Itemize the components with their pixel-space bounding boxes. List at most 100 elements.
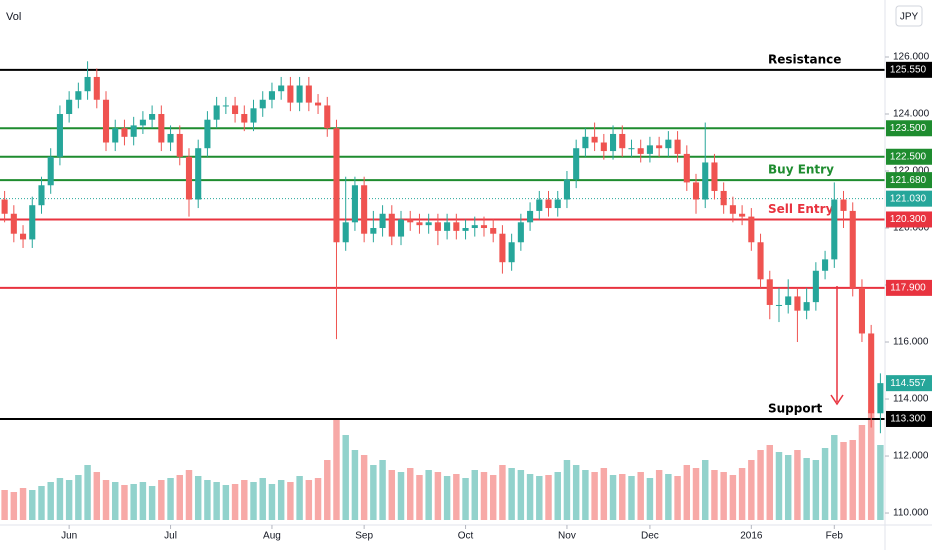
- price-label-box: [886, 190, 932, 207]
- volume-bar: [370, 465, 377, 520]
- currency-button[interactable]: [895, 5, 923, 27]
- price-label-box: [886, 61, 932, 78]
- volume-bar: [628, 476, 635, 520]
- y-tick-label: 126.000: [893, 52, 930, 63]
- x-tick-label: Feb: [826, 531, 844, 542]
- volume-bar: [462, 478, 469, 520]
- volume-bar: [453, 474, 460, 520]
- candle-body: [692, 182, 700, 200]
- volume-bar: [711, 470, 718, 520]
- candle-body: [176, 133, 183, 157]
- volume-bar: [287, 482, 294, 520]
- candle-body: [84, 76, 91, 92]
- candle-body: [324, 105, 331, 129]
- candle-body: [56, 114, 63, 157]
- levels: Resistance Buy Entry Sell Entry Support: [0, 52, 885, 420]
- volume-bar: [158, 480, 165, 520]
- candle-body: [167, 133, 174, 143]
- volume-bar: [775, 452, 783, 520]
- volume-bar: [720, 472, 727, 520]
- candle-body: [130, 125, 137, 137]
- candle-body: [665, 139, 672, 149]
- volume-bar: [121, 485, 128, 520]
- candle-body: [729, 205, 736, 214]
- volume-bar: [471, 470, 478, 520]
- candle-body: [149, 114, 156, 120]
- volume-bar: [222, 485, 230, 520]
- candle-body: [517, 222, 524, 243]
- volume-bar: [277, 480, 285, 520]
- volume-bar: [821, 448, 829, 520]
- candle-body: [499, 233, 506, 263]
- volume-bar: [185, 470, 193, 520]
- candle-body: [656, 145, 663, 149]
- candle-body: [29, 205, 36, 240]
- volume-bar: [757, 450, 764, 520]
- candle-body: [351, 185, 358, 223]
- volume-bar: [738, 468, 746, 520]
- candle-body: [342, 222, 349, 243]
- volume-bar: [858, 425, 866, 520]
- candle-body: [637, 148, 644, 154]
- candle-body: [232, 105, 239, 115]
- volume-bar: [29, 490, 36, 520]
- volume-bar: [38, 486, 45, 520]
- candle-body: [739, 213, 746, 217]
- candle-body: [47, 156, 54, 186]
- volume-bar: [296, 476, 303, 520]
- volume-bar: [241, 480, 248, 520]
- candle-body: [471, 225, 478, 229]
- volume-bar: [646, 478, 654, 520]
- volume-bar: [600, 468, 608, 520]
- volume-bar: [425, 470, 432, 520]
- x-tick-label: Sep: [355, 531, 373, 542]
- candle-body: [822, 259, 829, 271]
- volume-bar: [517, 470, 525, 520]
- candle-body: [646, 145, 653, 154]
- volume-bar: [655, 470, 663, 520]
- candle-body: [407, 219, 414, 223]
- volume-bar: [683, 465, 691, 520]
- volume-bar: [499, 465, 506, 520]
- volume-bar: [231, 484, 239, 520]
- candle-body: [711, 162, 718, 191]
- candle-body: [38, 185, 45, 206]
- price-label: 113.300: [890, 414, 926, 425]
- currency-label[interactable]: JPY: [900, 12, 919, 23]
- volume-bar: [489, 475, 497, 520]
- candle-body: [702, 162, 709, 200]
- volume-bar: [194, 476, 202, 520]
- candle-body: [877, 383, 884, 414]
- candle-body: [840, 199, 847, 211]
- candle-body: [766, 279, 773, 305]
- candle-body: [222, 105, 229, 107]
- candle-body: [554, 199, 561, 209]
- volume-bar: [148, 486, 156, 520]
- x-tick-label: Jul: [164, 531, 177, 542]
- candle-body: [241, 114, 248, 123]
- candle-body: [268, 91, 275, 100]
- y-tick-label: 114.000: [893, 394, 929, 405]
- level-annotation: Support: [768, 401, 823, 415]
- volume-bar: [112, 482, 119, 520]
- volume-bar: [840, 442, 847, 520]
- candle-body: [259, 99, 266, 109]
- candle-body: [397, 219, 405, 237]
- volume-bar: [342, 435, 349, 520]
- x-tick-label: Nov: [558, 531, 576, 542]
- price-label-box: [886, 120, 932, 137]
- volume-bar: [130, 484, 137, 520]
- candle-body: [683, 153, 690, 183]
- candle-body: [20, 233, 27, 240]
- volume-bar: [259, 478, 266, 520]
- volume-bar: [831, 435, 838, 520]
- candle-body: [315, 102, 322, 106]
- candle-body: [720, 190, 727, 206]
- x-tick-label: 2016: [740, 531, 763, 542]
- y-tick-label: 110.000: [893, 508, 929, 519]
- candle-body: [75, 91, 82, 100]
- candle-body: [563, 179, 570, 200]
- volume-bar: [351, 450, 359, 520]
